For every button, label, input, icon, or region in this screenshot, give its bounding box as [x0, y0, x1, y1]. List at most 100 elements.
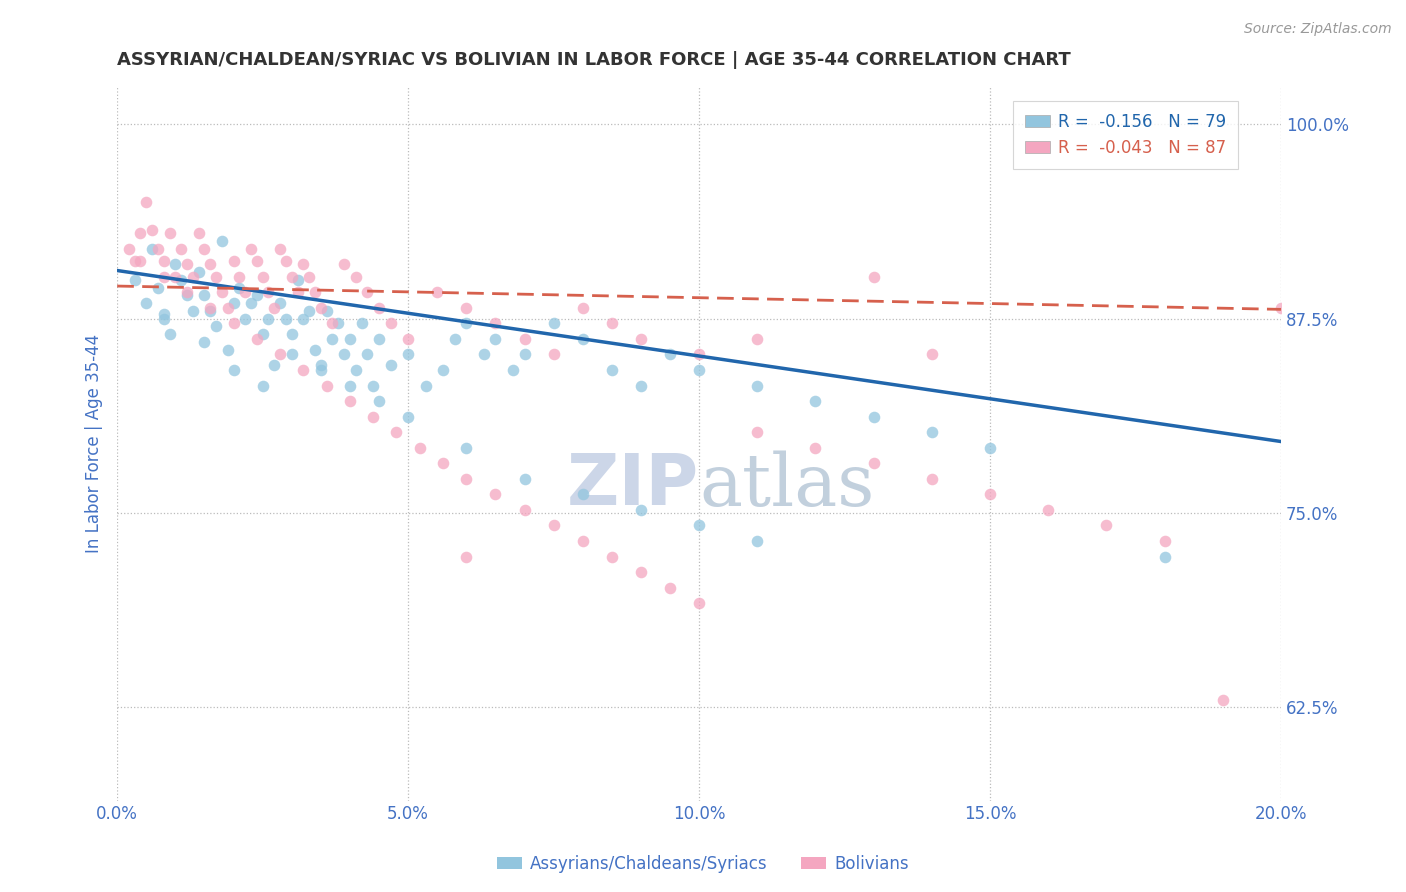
Point [456, 472, 478, 486]
Point [396, 347, 419, 361]
Legend: R =  -0.156   N = 79, R =  -0.043   N = 87: R = -0.156 N = 79, R = -0.043 N = 87 [1012, 101, 1237, 169]
Point [456, 317, 478, 331]
Point [571, 534, 593, 549]
Point [1095, 518, 1118, 533]
Point [630, 332, 652, 346]
Point [747, 378, 769, 392]
Point [571, 301, 593, 315]
Point [304, 285, 326, 300]
Point [344, 363, 367, 377]
Point [170, 242, 193, 256]
Text: atlas: atlas [699, 450, 875, 521]
Point [432, 456, 454, 470]
Point [246, 254, 269, 268]
Point [385, 425, 408, 440]
Point [135, 195, 157, 210]
Point [443, 332, 465, 346]
Point [135, 296, 157, 310]
Point [193, 334, 215, 349]
Text: ZIP: ZIP [567, 451, 699, 520]
Point [321, 317, 343, 331]
Point [333, 257, 356, 271]
Point [484, 317, 506, 331]
Point [368, 332, 391, 346]
Point [152, 307, 174, 321]
Point [176, 257, 198, 271]
Point [356, 347, 378, 361]
Point [205, 269, 228, 284]
Point [600, 363, 623, 377]
Point [339, 378, 361, 392]
Point [409, 441, 432, 455]
Point [543, 518, 565, 533]
Point [309, 359, 332, 373]
Point [659, 347, 682, 361]
Point [368, 394, 391, 409]
Point [368, 301, 391, 315]
Point [263, 301, 285, 315]
Point [176, 285, 198, 300]
Point [176, 288, 198, 302]
Point [287, 285, 309, 300]
Point [747, 534, 769, 549]
Point [292, 311, 315, 326]
Point [240, 296, 263, 310]
Point [222, 317, 245, 331]
Point [246, 332, 269, 346]
Point [129, 226, 152, 240]
Point [328, 317, 350, 331]
Point [979, 441, 1001, 455]
Y-axis label: In Labor Force | Age 35-44: In Labor Force | Age 35-44 [86, 334, 103, 553]
Point [298, 304, 321, 318]
Point [292, 257, 315, 271]
Point [432, 363, 454, 377]
Point [252, 327, 274, 342]
Point [124, 254, 146, 268]
Point [396, 332, 419, 346]
Point [747, 425, 769, 440]
Point [979, 487, 1001, 501]
Point [269, 296, 291, 310]
Point [159, 226, 181, 240]
Point [543, 317, 565, 331]
Point [921, 472, 943, 486]
Point [350, 317, 373, 331]
Point [152, 254, 174, 268]
Point [281, 269, 304, 284]
Point [339, 394, 361, 409]
Point [269, 347, 291, 361]
Point [274, 311, 297, 326]
Point [274, 254, 297, 268]
Point [146, 242, 169, 256]
Point [415, 378, 437, 392]
Point [152, 269, 174, 284]
Point [187, 265, 209, 279]
Point [187, 226, 209, 240]
Point [170, 273, 193, 287]
Point [152, 311, 174, 326]
Text: Source: ZipAtlas.com: Source: ZipAtlas.com [1244, 22, 1392, 37]
Point [287, 273, 309, 287]
Point [252, 378, 274, 392]
Point [344, 269, 367, 284]
Point [380, 317, 402, 331]
Point [146, 280, 169, 294]
Legend: Assyrians/Chaldeans/Syriacs, Bolivians: Assyrians/Chaldeans/Syriacs, Bolivians [491, 848, 915, 880]
Point [543, 347, 565, 361]
Point [200, 304, 222, 318]
Point [484, 487, 506, 501]
Point [1038, 503, 1060, 517]
Point [228, 269, 250, 284]
Text: ASSYRIAN/CHALDEAN/SYRIAC VS BOLIVIAN IN LABOR FORCE | AGE 35-44 CORRELATION CHAR: ASSYRIAN/CHALDEAN/SYRIAC VS BOLIVIAN IN … [117, 51, 1071, 69]
Point [1212, 692, 1234, 706]
Point [747, 332, 769, 346]
Point [269, 242, 291, 256]
Point [124, 273, 146, 287]
Point [257, 285, 280, 300]
Point [222, 296, 245, 310]
Point [200, 257, 222, 271]
Point [315, 304, 337, 318]
Point [862, 269, 884, 284]
Point [339, 332, 361, 346]
Point [263, 359, 285, 373]
